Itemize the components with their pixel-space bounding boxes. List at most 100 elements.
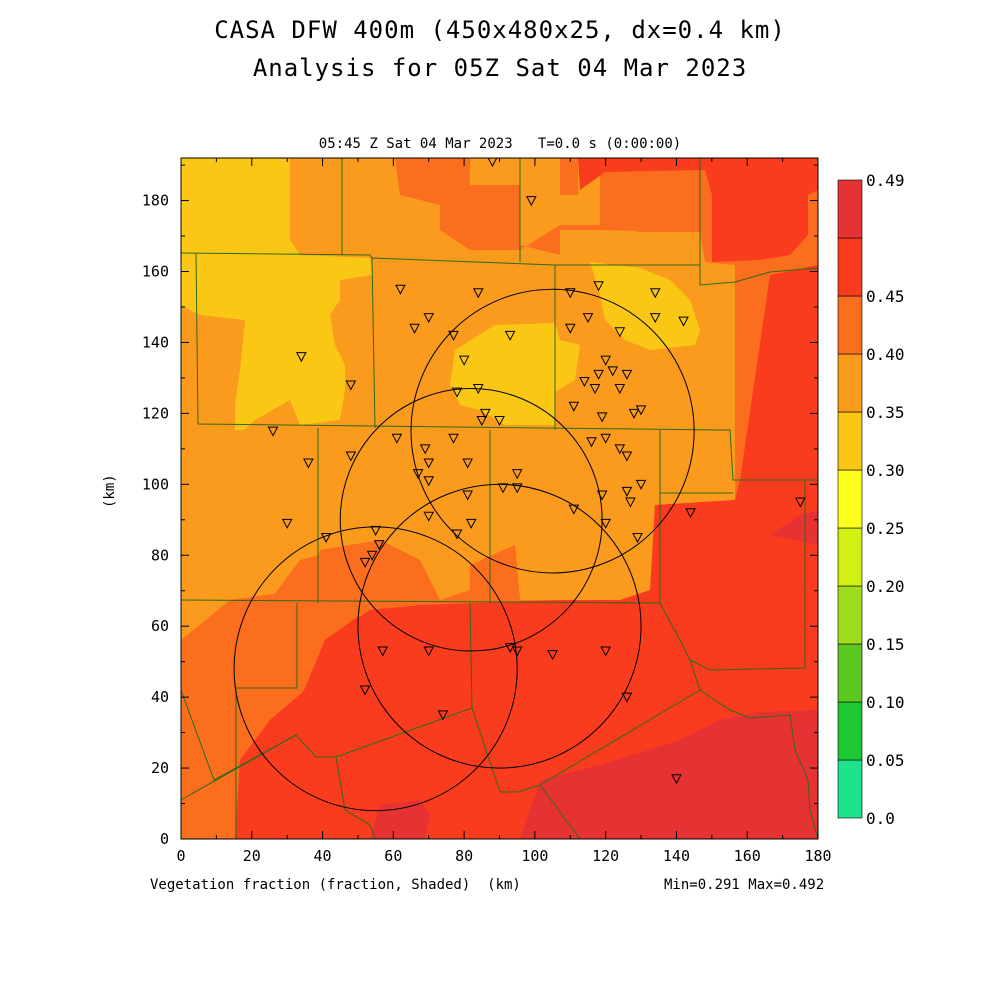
field-045-se: [520, 710, 818, 839]
y-axis: 0 20 40 60 80 100 120 140 160 180: [142, 164, 818, 848]
x-tick-label: 120: [592, 847, 619, 865]
station-marker-icon: [547, 650, 558, 661]
field-025-nw: [181, 158, 372, 430]
station-marker-icon: [295, 352, 307, 363]
x-tick-label: 140: [663, 847, 690, 865]
station-marker-icon: [377, 646, 389, 657]
field-045-e: [770, 510, 818, 545]
station-marker-icon: [600, 646, 611, 657]
y-tick-label: 180: [142, 192, 169, 210]
y-tick-label: 0: [160, 830, 169, 848]
station-marker-icon: [621, 369, 633, 380]
station-marker-icon: [628, 408, 640, 419]
colorbar-swatch: [837, 411, 863, 471]
colorbar-swatch: [837, 295, 863, 355]
station-marker-icon: [497, 483, 509, 494]
colorbar-swatch: [837, 527, 863, 587]
x-tick-label: 0: [176, 847, 185, 865]
station-marker-icon: [593, 369, 604, 380]
station-marker-icon: [621, 451, 633, 462]
colorbar-swatch: [837, 237, 863, 297]
vegetation-fraction-map: [181, 158, 818, 839]
station-marker-icon: [635, 479, 647, 490]
station-marker-icon: [448, 433, 459, 444]
colorbar-swatch: [837, 469, 863, 529]
y-tick-label: 40: [151, 688, 169, 706]
station-marker-icon: [267, 426, 279, 437]
station-marker-icon: [526, 196, 537, 207]
colorbar-label: 0.30: [866, 461, 905, 480]
station-marker-icon: [359, 557, 371, 568]
station-marker-icon: [345, 380, 357, 391]
field-025-center: [450, 323, 580, 425]
x-axis: 0 20 40 60 80 100 120 140 160 180: [176, 158, 832, 865]
colorbar-label: 0.0: [866, 809, 895, 828]
station-marker-icon: [564, 323, 576, 334]
colorbar-label: 0.40: [866, 345, 905, 364]
y-axis-label: (km): [102, 474, 118, 508]
station-marker-icon: [596, 490, 608, 501]
station-marker-icon: [649, 313, 661, 324]
x-tick-label: 100: [521, 847, 548, 865]
station-marker-icon: [303, 458, 314, 469]
station-marker-icon: [614, 327, 626, 338]
station-marker-icon: [685, 508, 696, 519]
station-marker-icon: [600, 433, 611, 444]
colorbar-label: 0.10: [866, 693, 905, 712]
station-marker-icon: [451, 529, 463, 540]
colorbar-label: 0.35: [866, 403, 905, 422]
x-axis-label: Vegetation fraction (fraction, Shaded) (…: [150, 877, 521, 893]
map-title: CASA DFW 400m (450x480x25, dx=0.4 km): [214, 16, 786, 44]
y-tick-label: 80: [151, 546, 169, 564]
station-marker-icon: [593, 281, 604, 292]
colorbar-label: 0.45: [866, 287, 905, 306]
station-marker-icon: [419, 444, 431, 455]
station-marker-icon: [423, 458, 435, 469]
colorbar-label: 0.25: [866, 519, 905, 538]
station-marker-icon: [487, 158, 498, 168]
station-marker-icon: [437, 710, 449, 721]
station-marker-icon: [423, 313, 435, 324]
station-marker-icon: [635, 405, 647, 416]
station-marker-icon: [579, 376, 590, 388]
y-tick-label: 20: [151, 759, 169, 777]
y-tick-label: 140: [142, 333, 169, 351]
station-marker-icon: [366, 550, 378, 561]
station-markers: [267, 158, 806, 785]
y-tick-label: 60: [151, 617, 169, 635]
colorbar-label: 0.05: [866, 751, 905, 770]
station-marker-icon: [504, 642, 516, 654]
station-marker-icon: [458, 355, 470, 366]
colorbar-label: 0.20: [866, 577, 905, 596]
station-marker-icon: [465, 518, 477, 529]
station-marker-icon: [564, 288, 576, 299]
station-marker-icon: [472, 288, 484, 299]
station-marker-icon: [511, 483, 523, 494]
station-marker-icon: [370, 525, 381, 536]
y-tick-label: 160: [142, 263, 169, 281]
x-tick-label: 20: [243, 847, 261, 865]
colorbar-swatch: [837, 643, 863, 703]
range-ring-1: [410, 288, 695, 574]
colorbar-swatch: [837, 759, 863, 819]
field-045-s: [370, 800, 430, 839]
county-boundaries: [181, 158, 818, 839]
station-marker-icon: [649, 288, 661, 299]
station-marker-icon: [678, 316, 689, 327]
x-tick-label: 160: [734, 847, 761, 865]
station-marker-icon: [391, 433, 403, 444]
station-marker-icon: [671, 774, 682, 785]
station-marker-icon: [395, 284, 406, 295]
colorbar: 0.0 0.05 0.10 0.15 0.20 0.25 0.30 0.35 0.40 0.45 0…: [837, 171, 905, 828]
x-tick-label: 80: [455, 847, 473, 865]
colorbar-swatch: [837, 179, 863, 239]
field-040-ne-top: [578, 158, 818, 262]
colorbar-swatch: [837, 701, 863, 761]
colorbar-swatch: [837, 585, 863, 645]
x-tick-label: 60: [384, 847, 402, 865]
field-040-west: [240, 615, 360, 839]
field-040-south: [235, 265, 818, 839]
station-marker-icon: [472, 384, 484, 395]
station-marker-icon: [582, 313, 594, 324]
